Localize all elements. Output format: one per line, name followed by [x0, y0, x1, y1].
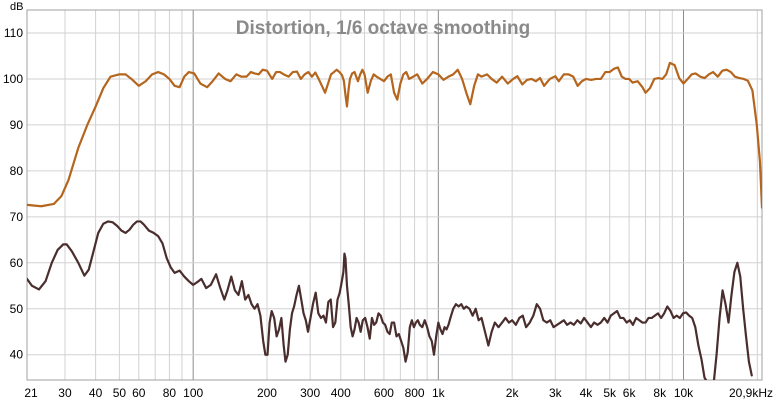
series-line-1	[27, 61, 762, 209]
x-tick-label: 400	[331, 386, 351, 400]
series-layer	[27, 61, 762, 380]
x-tick-label: 20,9kHz	[729, 386, 773, 400]
y-tick-labels: 40 50 60 70 80 90 100 110	[3, 26, 23, 362]
x-tick-label: 2k	[506, 386, 520, 400]
x-tick-label: 600	[374, 386, 394, 400]
y-tick-label: 90	[10, 118, 24, 132]
x-tick-label: 40	[89, 386, 103, 400]
y-tick-label: 100	[3, 72, 23, 86]
x-tick-label: 300	[300, 386, 320, 400]
y-axis-label: dB	[10, 1, 23, 13]
chart-title: Distortion, 1/6 octave smoothing	[236, 18, 531, 39]
x-tick-label: 80	[163, 386, 177, 400]
x-tick-label: 8k	[653, 386, 667, 400]
y-tick-label: 80	[10, 164, 24, 178]
y-tick-label: 40	[10, 348, 24, 362]
x-tick-label: 3k	[549, 386, 563, 400]
x-tick-label: 800	[405, 386, 425, 400]
y-tick-label: 70	[10, 210, 24, 224]
y-tick-label: 110	[4, 26, 23, 40]
x-tick-label: 21	[24, 386, 38, 400]
x-tick-label: 1k	[432, 386, 446, 400]
series-line-2	[27, 220, 753, 380]
x-tick-label: 30	[58, 386, 72, 400]
x-tick-label: 6k	[623, 386, 637, 400]
grid-lines	[27, 10, 762, 380]
x-tick-label: 60	[132, 386, 146, 400]
y-tick-label: 60	[10, 256, 24, 270]
y-tick-label: 50	[10, 302, 24, 316]
x-tick-label: 100	[183, 386, 203, 400]
x-tick-label: 10k	[674, 386, 694, 400]
x-tick-labels: 21 30 40 50 60 80 100 200 300 400 600 800 1k 2k 3k 4k 5k…	[24, 386, 773, 400]
x-tick-label: 4k	[580, 386, 594, 400]
x-tick-label: 50	[113, 386, 127, 400]
x-tick-label: 5k	[603, 386, 617, 400]
x-tick-label: 200	[257, 386, 277, 400]
